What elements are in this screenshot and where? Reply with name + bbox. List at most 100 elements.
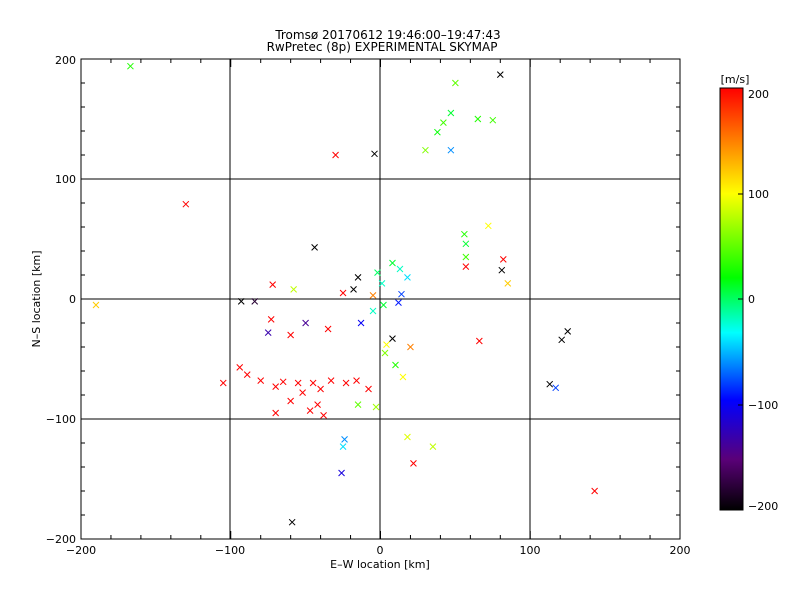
chart-subtitle: RwPretec (8p) EXPERIMENTAL SKYMAP [267,40,498,54]
data-point-0-51 [372,403,380,411]
colorbar-tick-label-1: 100 [748,188,769,201]
data-point-0-80 [564,328,572,335]
data-point-0-54 [339,443,347,450]
y-tick-label-1: −100 [46,413,76,426]
data-point-0-73 [498,266,506,274]
data-point-0-22 [398,290,405,298]
data-point-0-41 [327,377,335,384]
data-point-0-24 [269,281,277,288]
data-point-0-58 [429,443,437,450]
y-axis-label: N–S location [km] [30,250,43,347]
colorbar-unit-label: [m/s] [721,73,750,86]
data-point-0-77 [369,307,377,315]
data-point-0-53 [341,436,348,443]
data-point-0-26 [237,298,245,305]
data-point-0-63 [392,361,399,369]
data-point-0-68 [484,222,492,230]
x-tick-label-2: 0 [377,544,384,557]
data-point-0-47 [320,412,327,419]
data-point-0-64 [399,373,407,381]
data-point-0-44 [365,385,372,393]
data-point-0-12 [447,146,455,154]
data-point-0-31 [264,329,272,336]
data-point-0-65 [475,337,483,345]
data-point-0-42 [342,379,350,387]
data-point-0-13 [311,244,318,251]
data-point-0-32 [236,364,244,371]
x-tick-label-3: 100 [520,544,541,557]
data-point-0-81 [558,336,566,344]
data-point-0-85 [92,301,100,309]
data-point-0-66 [407,343,414,351]
data-point-0-71 [499,256,507,263]
data-point-0-20 [396,265,404,273]
data-point-0-18 [374,269,381,276]
data-point-0-11 [496,71,504,78]
data-point-0-19 [389,259,396,267]
data-point-0-23 [395,299,402,306]
y-tick-label-2: 0 [69,293,76,306]
colorbar-ticks [738,193,743,406]
data-point-0-75 [339,289,347,297]
data-point-0-0 [127,62,134,70]
data-point-0-55 [338,469,345,477]
data-point-0-16 [369,292,377,299]
data-point-0-34 [257,377,265,384]
data-point-0-70 [462,240,470,248]
grid-lines [81,59,680,539]
data-point-0-60 [389,335,396,342]
x-axis-label: E–W location [km] [330,558,430,571]
data-point-0-10 [489,116,497,124]
data-point-0-5 [434,128,441,136]
data-point-0-79 [324,325,332,333]
data-point-0-69 [462,253,470,261]
data-point-0-82 [552,384,560,392]
data-point-0-52 [219,379,227,387]
data-point-0-1 [182,200,190,208]
colorbar-tick-label-4: −200 [748,500,778,513]
data-point-0-40 [317,385,324,393]
x-tick-label-1: −100 [215,544,245,557]
data-point-0-43 [353,377,360,384]
data-point-0-59 [404,433,411,441]
data-point-0-9 [474,115,482,123]
data-point-0-38 [299,389,306,396]
data-point-0-33 [243,371,251,378]
colorbar-tick-label-2: 0 [748,293,755,306]
colorbar-tick-label-0: 200 [748,88,769,101]
x-tick-label-0: −200 [66,544,96,557]
data-point-0-67 [461,230,468,238]
y-tick-label-4: 200 [55,54,76,67]
data-point-0-3 [371,150,378,158]
data-point-0-37 [294,379,302,387]
data-point-0-36 [279,378,287,386]
data-point-0-45 [314,401,321,408]
data-point-0-78 [357,319,365,327]
colorbar-tick-label-3: −100 [748,399,778,412]
axis-ticks [80,58,681,540]
data-point-0-28 [302,319,309,327]
data-point-0-74 [462,263,470,270]
data-point-0-8 [452,79,459,87]
data-point-0-56 [288,518,296,526]
data-point-0-84 [591,487,598,495]
x-tick-label-4: 200 [670,544,691,557]
data-point-0-29 [287,331,295,339]
data-point-0-46 [306,407,314,414]
data-point-0-61 [383,341,390,348]
data-point-0-25 [251,298,259,305]
data-point-0-6 [440,119,447,126]
data-points [92,62,598,526]
chart-title: Tromsø 20170612 19:46:00–19:47:43 [274,28,500,42]
data-point-0-7 [447,109,455,117]
data-point-0-48 [287,397,295,405]
data-point-0-35 [272,383,280,390]
data-point-0-76 [380,301,387,309]
data-point-0-21 [404,274,411,281]
data-point-0-62 [381,349,389,357]
y-tick-label-3: 100 [55,173,76,186]
data-point-0-39 [309,379,317,387]
data-point-0-2 [332,151,339,159]
data-point-0-30 [267,316,275,323]
